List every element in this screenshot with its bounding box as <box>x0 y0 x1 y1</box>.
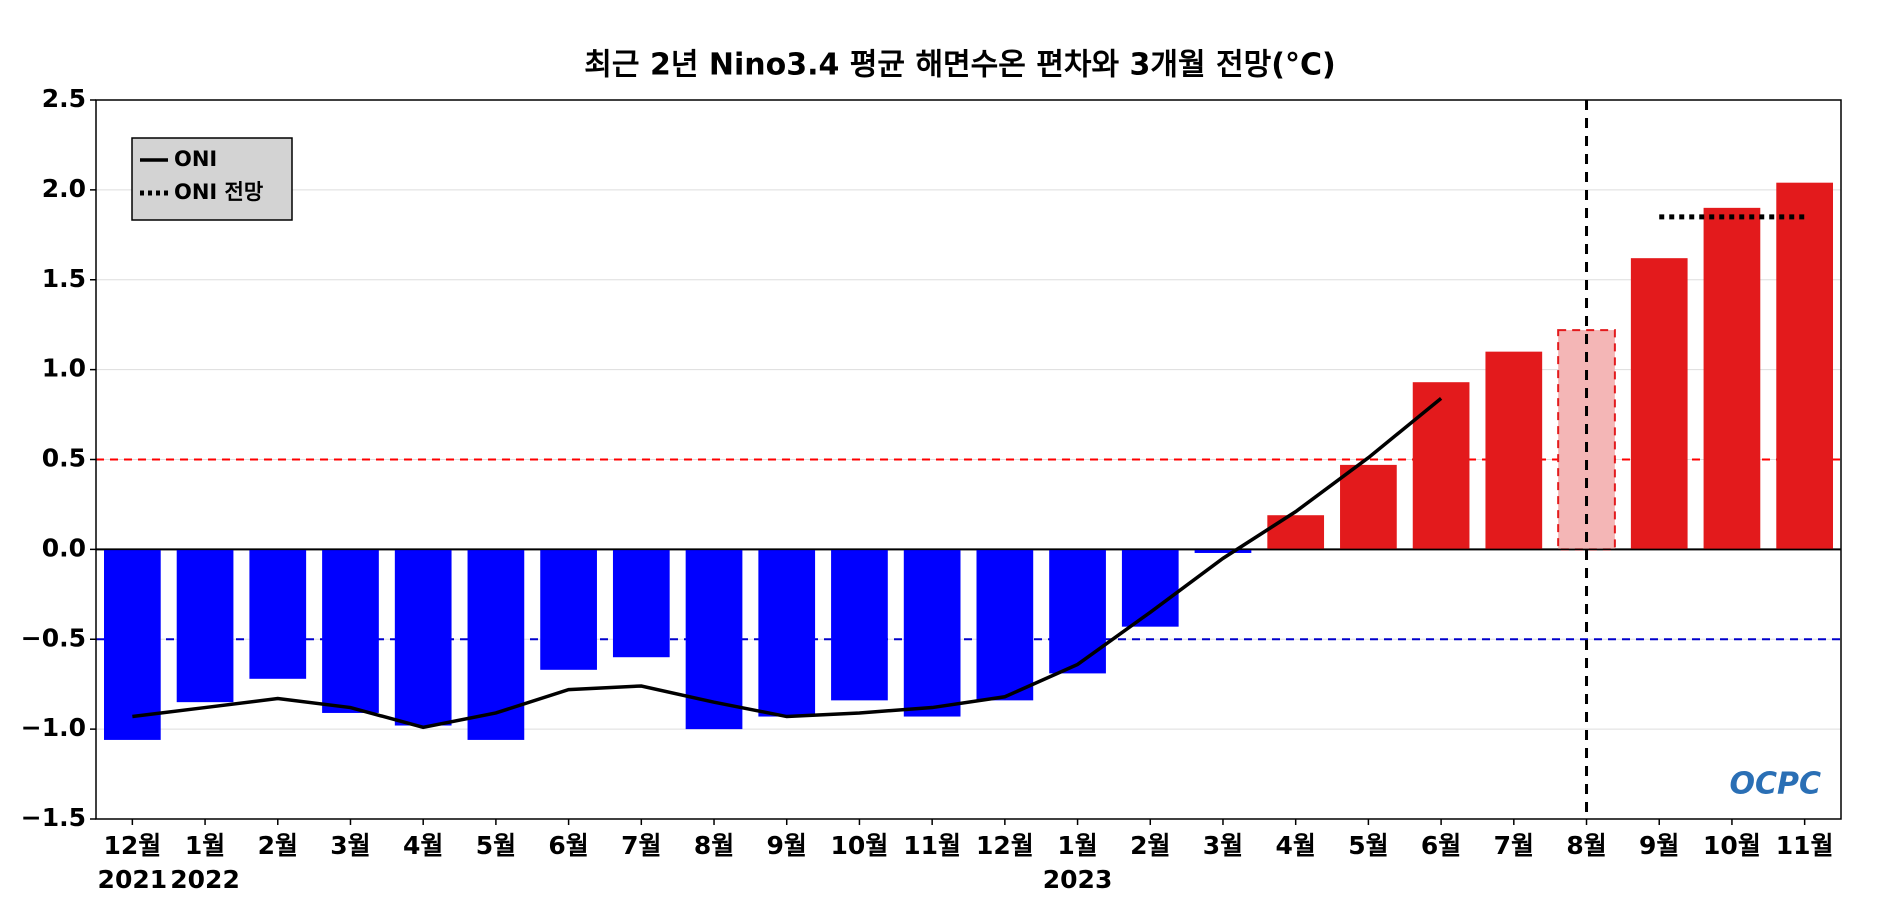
bar <box>394 549 452 726</box>
y-tick-label: −0.5 <box>21 623 86 652</box>
logo: OCPC <box>1729 767 1821 802</box>
x-tick-label: 3월 <box>1203 831 1243 860</box>
bar <box>612 549 670 658</box>
bar <box>976 549 1034 701</box>
legend-box <box>131 137 293 221</box>
bar <box>1557 329 1616 551</box>
y-tick-label: 0.0 <box>42 533 86 562</box>
x-tick-label: 10월 <box>831 831 889 860</box>
x-tick-label: 5월 <box>476 831 516 860</box>
bar <box>540 549 597 670</box>
x-tick-label: 7월 <box>621 831 661 860</box>
x-tick-label: 9월 <box>1639 831 1679 860</box>
x-tick-label: 12월 <box>103 831 161 860</box>
x-tick-label: 12월 <box>976 831 1034 860</box>
x-tick-label: 8월 <box>1566 831 1606 860</box>
x-tick-label: 1월 <box>1057 831 1097 860</box>
x-tick-label: 6월 <box>548 831 588 860</box>
bar <box>1194 549 1252 553</box>
y-tick-label: −1.0 <box>21 713 86 742</box>
bar <box>1703 207 1761 550</box>
x-tick-label: 11월 <box>1776 831 1834 860</box>
bar <box>1049 549 1106 674</box>
bar <box>1267 515 1325 550</box>
bar <box>1776 182 1834 550</box>
y-tick-label: −1.5 <box>21 803 86 832</box>
bar <box>176 549 234 703</box>
bar <box>903 549 961 717</box>
x-tick-label: 3월 <box>330 831 370 860</box>
bar <box>1630 258 1688 550</box>
bar <box>322 549 379 713</box>
bar <box>103 549 161 740</box>
bar <box>249 549 307 679</box>
x-tick-label: 2월 <box>1130 831 1170 860</box>
year-label: 2021 <box>98 865 168 894</box>
x-tick-label: 6월 <box>1421 831 1461 860</box>
x-tick-label: 10월 <box>1703 831 1761 860</box>
x-tick-label: 4월 <box>403 831 443 860</box>
line <box>132 397 1443 730</box>
bar <box>1485 351 1543 550</box>
y-tick-label: 2.5 <box>42 84 86 113</box>
legend-label: ONI 전망 <box>174 180 263 204</box>
year-label: 2022 <box>170 865 240 894</box>
bar <box>1121 549 1179 627</box>
legend-label: ONI <box>174 147 217 171</box>
bar <box>1412 382 1470 550</box>
bar <box>831 549 888 701</box>
y-tick-label: 0.5 <box>42 444 86 473</box>
y-tick-label: 1.0 <box>42 354 86 383</box>
y-tick-label: 2.0 <box>42 174 86 203</box>
bar <box>1340 464 1397 550</box>
year-label: 2023 <box>1043 865 1113 894</box>
x-tick-label: 1월 <box>185 831 225 860</box>
y-tick-label: 1.5 <box>42 264 86 293</box>
x-tick-label: 5월 <box>1348 831 1388 860</box>
x-tick-label: 7월 <box>1494 831 1534 860</box>
x-tick-label: 8월 <box>694 831 734 860</box>
chart-title: 최근 2년 Nino3.4 평균 해면수온 편차와 3개월 전망(°C) <box>584 48 1335 83</box>
x-tick-label: 4월 <box>1275 831 1315 860</box>
plot-frame <box>95 99 1842 820</box>
bar <box>758 549 816 717</box>
x-tick-label: 2월 <box>258 831 298 860</box>
x-tick-label: 11월 <box>903 831 961 860</box>
x-tick-label: 9월 <box>767 831 807 860</box>
